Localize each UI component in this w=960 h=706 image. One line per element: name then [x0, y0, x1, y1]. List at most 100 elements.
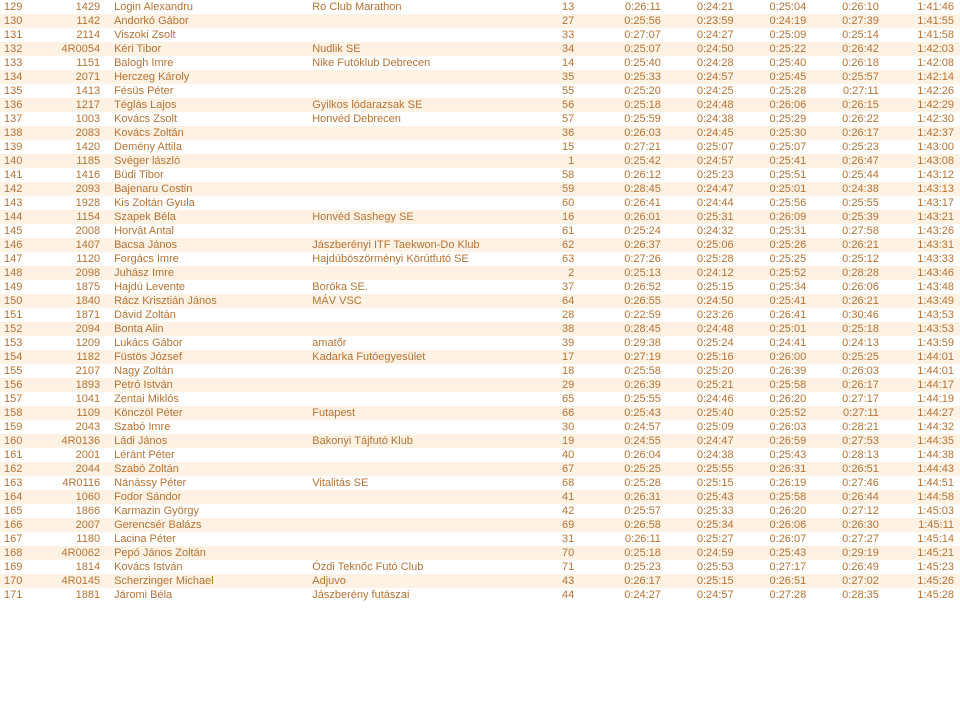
bib-cell: 1875 [42, 280, 110, 294]
split4-cell: 0:28:13 [810, 448, 883, 462]
pos-cell: 64 [553, 294, 593, 308]
split4-cell: 0:25:39 [810, 210, 883, 224]
results-table: 1291429Login AlexandruRo Club Marathon13… [0, 0, 960, 602]
total-cell: 1:42:08 [883, 56, 960, 70]
club-cell [308, 462, 552, 476]
split4-cell: 0:27:11 [810, 84, 883, 98]
table-row: 1371003Kovács ZsoltHonvéd Debrecen570:25… [0, 112, 960, 126]
total-cell: 1:43:53 [883, 322, 960, 336]
name-cell: Járomi Béla [110, 588, 308, 602]
split3-cell: 0:25:41 [738, 154, 811, 168]
split1-cell: 0:27:26 [592, 252, 665, 266]
total-cell: 1:42:03 [883, 42, 960, 56]
pos-cell: 34 [553, 42, 593, 56]
split1-cell: 0:24:27 [592, 588, 665, 602]
rank-cell: 164 [0, 490, 42, 504]
bib-cell: 4R0145 [42, 574, 110, 588]
split2-cell: 0:25:27 [665, 532, 738, 546]
club-cell [308, 196, 552, 210]
name-cell: Kovács István [110, 560, 308, 574]
split3-cell: 0:25:22 [738, 42, 811, 56]
table-row: 1351413Fésüs Péter550:25:200:24:250:25:2… [0, 84, 960, 98]
rank-cell: 155 [0, 364, 42, 378]
split4-cell: 0:26:17 [810, 126, 883, 140]
split2-cell: 0:24:32 [665, 224, 738, 238]
split3-cell: 0:26:07 [738, 532, 811, 546]
total-cell: 1:45:03 [883, 504, 960, 518]
club-cell [308, 448, 552, 462]
total-cell: 1:43:21 [883, 210, 960, 224]
pos-cell: 63 [553, 252, 593, 266]
rank-cell: 147 [0, 252, 42, 266]
split3-cell: 0:26:06 [738, 518, 811, 532]
name-cell: Hajdú Levente [110, 280, 308, 294]
split3-cell: 0:27:17 [738, 560, 811, 574]
pos-cell: 27 [553, 14, 593, 28]
rank-cell: 163 [0, 476, 42, 490]
name-cell: Léránt Péter [110, 448, 308, 462]
total-cell: 1:41:55 [883, 14, 960, 28]
rank-cell: 159 [0, 420, 42, 434]
split1-cell: 0:25:33 [592, 70, 665, 84]
total-cell: 1:43:31 [883, 238, 960, 252]
split3-cell: 0:26:59 [738, 434, 811, 448]
total-cell: 1:43:08 [883, 154, 960, 168]
total-cell: 1:45:23 [883, 560, 960, 574]
split4-cell: 0:25:14 [810, 28, 883, 42]
rank-cell: 141 [0, 168, 42, 182]
split3-cell: 0:25:26 [738, 238, 811, 252]
split1-cell: 0:25:07 [592, 42, 665, 56]
table-row: 1641060Fodor Sándor410:26:310:25:430:25:… [0, 490, 960, 504]
rank-cell: 133 [0, 56, 42, 70]
total-cell: 1:43:46 [883, 266, 960, 280]
table-row: 1571041Zentai Miklós650:25:550:24:460:26… [0, 392, 960, 406]
split2-cell: 0:25:07 [665, 140, 738, 154]
rank-cell: 157 [0, 392, 42, 406]
pos-cell: 40 [553, 448, 593, 462]
split2-cell: 0:24:25 [665, 84, 738, 98]
table-row: 1592043Szabó Imre300:24:570:25:090:26:03… [0, 420, 960, 434]
bib-cell: 1180 [42, 532, 110, 546]
split1-cell: 0:26:55 [592, 294, 665, 308]
rank-cell: 158 [0, 406, 42, 420]
split2-cell: 0:25:43 [665, 490, 738, 504]
total-cell: 1:44:17 [883, 378, 960, 392]
name-cell: Pepó János Zoltán [110, 546, 308, 560]
table-row: 1391420Demény Attila150:27:210:25:070:25… [0, 140, 960, 154]
split2-cell: 0:24:21 [665, 0, 738, 14]
pos-cell: 68 [553, 476, 593, 490]
club-cell [308, 28, 552, 42]
bib-cell: 2114 [42, 28, 110, 42]
club-cell [308, 546, 552, 560]
table-row: 1382083Kovács Zoltán360:26:030:24:450:25… [0, 126, 960, 140]
split1-cell: 0:25:42 [592, 154, 665, 168]
bib-cell: 1928 [42, 196, 110, 210]
split2-cell: 0:24:45 [665, 126, 738, 140]
club-cell [308, 14, 552, 28]
split3-cell: 0:25:25 [738, 252, 811, 266]
pos-cell: 44 [553, 588, 593, 602]
split3-cell: 0:25:43 [738, 546, 811, 560]
table-row: 1552107Nagy Zoltán180:25:580:25:200:26:3… [0, 364, 960, 378]
split3-cell: 0:24:41 [738, 336, 811, 350]
split1-cell: 0:25:43 [592, 406, 665, 420]
table-row: 1711881Járomi BélaJászberény futászai440… [0, 588, 960, 602]
total-cell: 1:42:30 [883, 112, 960, 126]
split1-cell: 0:26:41 [592, 196, 665, 210]
split1-cell: 0:24:55 [592, 434, 665, 448]
total-cell: 1:45:14 [883, 532, 960, 546]
split1-cell: 0:26:52 [592, 280, 665, 294]
split4-cell: 0:26:47 [810, 154, 883, 168]
table-row: 1622044Szabó Zoltán670:25:250:25:550:26:… [0, 462, 960, 476]
split1-cell: 0:27:07 [592, 28, 665, 42]
split4-cell: 0:26:30 [810, 518, 883, 532]
split2-cell: 0:25:23 [665, 168, 738, 182]
split2-cell: 0:25:15 [665, 280, 738, 294]
table-row: 1361217Téglás LajosGyilkos lódarazsak SE… [0, 98, 960, 112]
club-cell [308, 532, 552, 546]
rank-cell: 144 [0, 210, 42, 224]
split1-cell: 0:26:11 [592, 532, 665, 546]
pos-cell: 29 [553, 378, 593, 392]
pos-cell: 37 [553, 280, 593, 294]
split3-cell: 0:26:39 [738, 364, 811, 378]
